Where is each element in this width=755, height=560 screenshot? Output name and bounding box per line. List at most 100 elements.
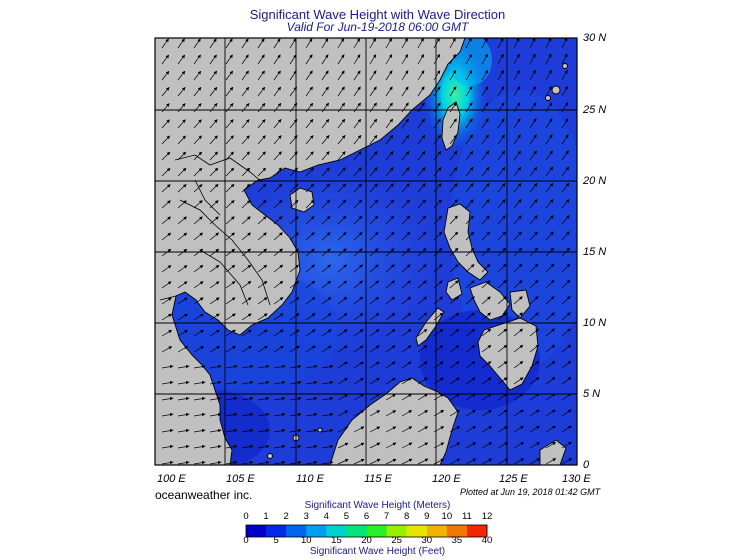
wave-direction-arrow bbox=[257, 264, 268, 273]
wave-direction-arrow bbox=[305, 135, 314, 145]
wave-direction-arrow bbox=[385, 312, 396, 321]
wave-direction-arrow bbox=[257, 297, 268, 305]
wave-direction-arrow bbox=[193, 232, 204, 241]
wave-direction-arrow bbox=[465, 458, 477, 465]
wave-direction-arrow bbox=[225, 460, 238, 465]
wave-direction-arrow bbox=[305, 428, 318, 433]
wave-direction-arrow bbox=[289, 364, 302, 369]
wave-direction-arrow bbox=[513, 86, 521, 97]
wave-direction-arrow bbox=[193, 70, 202, 81]
colorbar-segment bbox=[326, 525, 347, 537]
wave-direction-arrow bbox=[321, 412, 334, 417]
wave-direction-arrow bbox=[417, 199, 426, 209]
wave-direction-arrow bbox=[273, 135, 282, 145]
wave-direction-arrow bbox=[177, 184, 187, 193]
wave-direction-arrow bbox=[241, 280, 252, 289]
lat-label: 25 N bbox=[583, 104, 607, 116]
wave-direction-arrow bbox=[177, 346, 189, 353]
wave-direction-arrow bbox=[353, 345, 364, 353]
wave-direction-arrow bbox=[289, 118, 298, 129]
colorbar-tick-feet: 15 bbox=[331, 535, 342, 546]
colorbar-segment bbox=[386, 525, 408, 537]
wave-direction-arrow bbox=[497, 182, 506, 193]
wave-direction-arrow bbox=[545, 425, 556, 433]
wave-direction-arrow bbox=[465, 344, 476, 353]
wave-direction-arrow bbox=[337, 345, 348, 353]
wave-direction-arrow bbox=[545, 231, 554, 241]
wave-direction-arrow bbox=[241, 200, 251, 209]
wave-direction-arrow bbox=[321, 232, 331, 241]
wave-direction-arrow bbox=[561, 296, 571, 305]
wave-direction-arrow bbox=[385, 458, 397, 465]
wave-direction-arrow bbox=[209, 38, 217, 49]
wave-direction-arrow bbox=[321, 102, 330, 113]
wave-direction-arrow bbox=[321, 329, 332, 337]
wave-direction-arrow bbox=[401, 231, 411, 241]
wave-direction-arrow bbox=[337, 296, 348, 305]
wave-direction-arrow bbox=[497, 458, 509, 465]
wave-direction-arrow bbox=[449, 150, 458, 161]
wave-direction-arrow bbox=[321, 364, 334, 369]
wave-direction-arrow bbox=[369, 118, 378, 129]
wave-direction-arrow bbox=[433, 53, 440, 65]
wave-direction-arrow bbox=[465, 426, 477, 433]
wave-direction-arrow bbox=[401, 167, 410, 177]
wave-direction-arrow bbox=[401, 150, 410, 161]
wave-direction-arrow bbox=[465, 134, 473, 145]
wave-direction-arrow bbox=[433, 70, 441, 81]
wave-direction-arrow bbox=[449, 199, 458, 209]
wave-direction-arrow bbox=[321, 134, 330, 145]
wave-direction-arrow bbox=[161, 151, 171, 161]
wave-direction-arrow bbox=[241, 297, 252, 305]
wave-direction-arrow bbox=[257, 345, 268, 353]
wave-direction-arrow bbox=[289, 54, 297, 65]
wave-direction-arrow bbox=[513, 102, 521, 113]
wave-direction-arrow bbox=[241, 86, 250, 97]
wave-direction-arrow bbox=[433, 38, 440, 49]
wave-direction-arrow bbox=[529, 166, 538, 177]
colorbar-tick-meters: 9 bbox=[424, 511, 430, 522]
wave-direction-arrow bbox=[481, 344, 492, 353]
wave-direction-arrow bbox=[225, 428, 238, 433]
wave-direction-arrow bbox=[225, 313, 236, 321]
wave-direction-arrow bbox=[241, 216, 251, 225]
wave-direction-arrow bbox=[545, 344, 556, 353]
wave-direction-arrow bbox=[449, 86, 457, 97]
wave-direction-arrow bbox=[177, 297, 188, 305]
wave-direction-arrow bbox=[209, 167, 219, 177]
wave-direction-arrow bbox=[481, 442, 493, 449]
wave-direction-arrow bbox=[481, 263, 491, 273]
wave-direction-arrow bbox=[193, 444, 206, 449]
wave-direction-arrow bbox=[193, 119, 202, 129]
wave-direction-arrow bbox=[161, 54, 170, 65]
wave-direction-arrow bbox=[385, 215, 395, 225]
wave-direction-arrow bbox=[193, 380, 206, 385]
wave-direction-arrow bbox=[545, 118, 553, 129]
colorbar-tick-feet: 0 bbox=[243, 535, 249, 546]
wave-direction-arrow bbox=[273, 428, 286, 433]
wave-direction-arrow bbox=[273, 396, 286, 401]
wave-direction-arrow bbox=[401, 377, 412, 385]
wave-direction-arrow bbox=[417, 215, 427, 225]
wave-direction-arrow bbox=[193, 460, 206, 465]
wave-direction-arrow bbox=[273, 167, 283, 177]
wave-direction-arrow bbox=[321, 38, 329, 49]
wave-direction-arrow bbox=[401, 264, 411, 273]
wave-direction-arrow bbox=[417, 70, 425, 81]
wave-direction-arrow bbox=[417, 328, 428, 337]
wave-direction-arrow bbox=[529, 393, 540, 401]
wave-direction-arrow bbox=[257, 280, 268, 289]
wave-direction-arrow bbox=[481, 183, 490, 193]
wave-direction-arrow bbox=[433, 264, 443, 273]
wave-direction-arrow bbox=[353, 280, 364, 289]
wave-direction-arrow bbox=[193, 184, 203, 193]
wave-direction-arrow bbox=[241, 54, 249, 65]
wave-direction-arrow bbox=[321, 313, 332, 321]
wave-direction-arrow bbox=[161, 103, 170, 113]
wave-direction-arrow bbox=[465, 312, 476, 321]
wave-direction-arrow bbox=[481, 458, 493, 465]
colorbar-segment bbox=[446, 525, 468, 537]
wave-direction-arrow bbox=[241, 329, 252, 337]
wave-direction-arrow bbox=[449, 361, 460, 369]
wave-direction-arrow bbox=[161, 313, 172, 321]
